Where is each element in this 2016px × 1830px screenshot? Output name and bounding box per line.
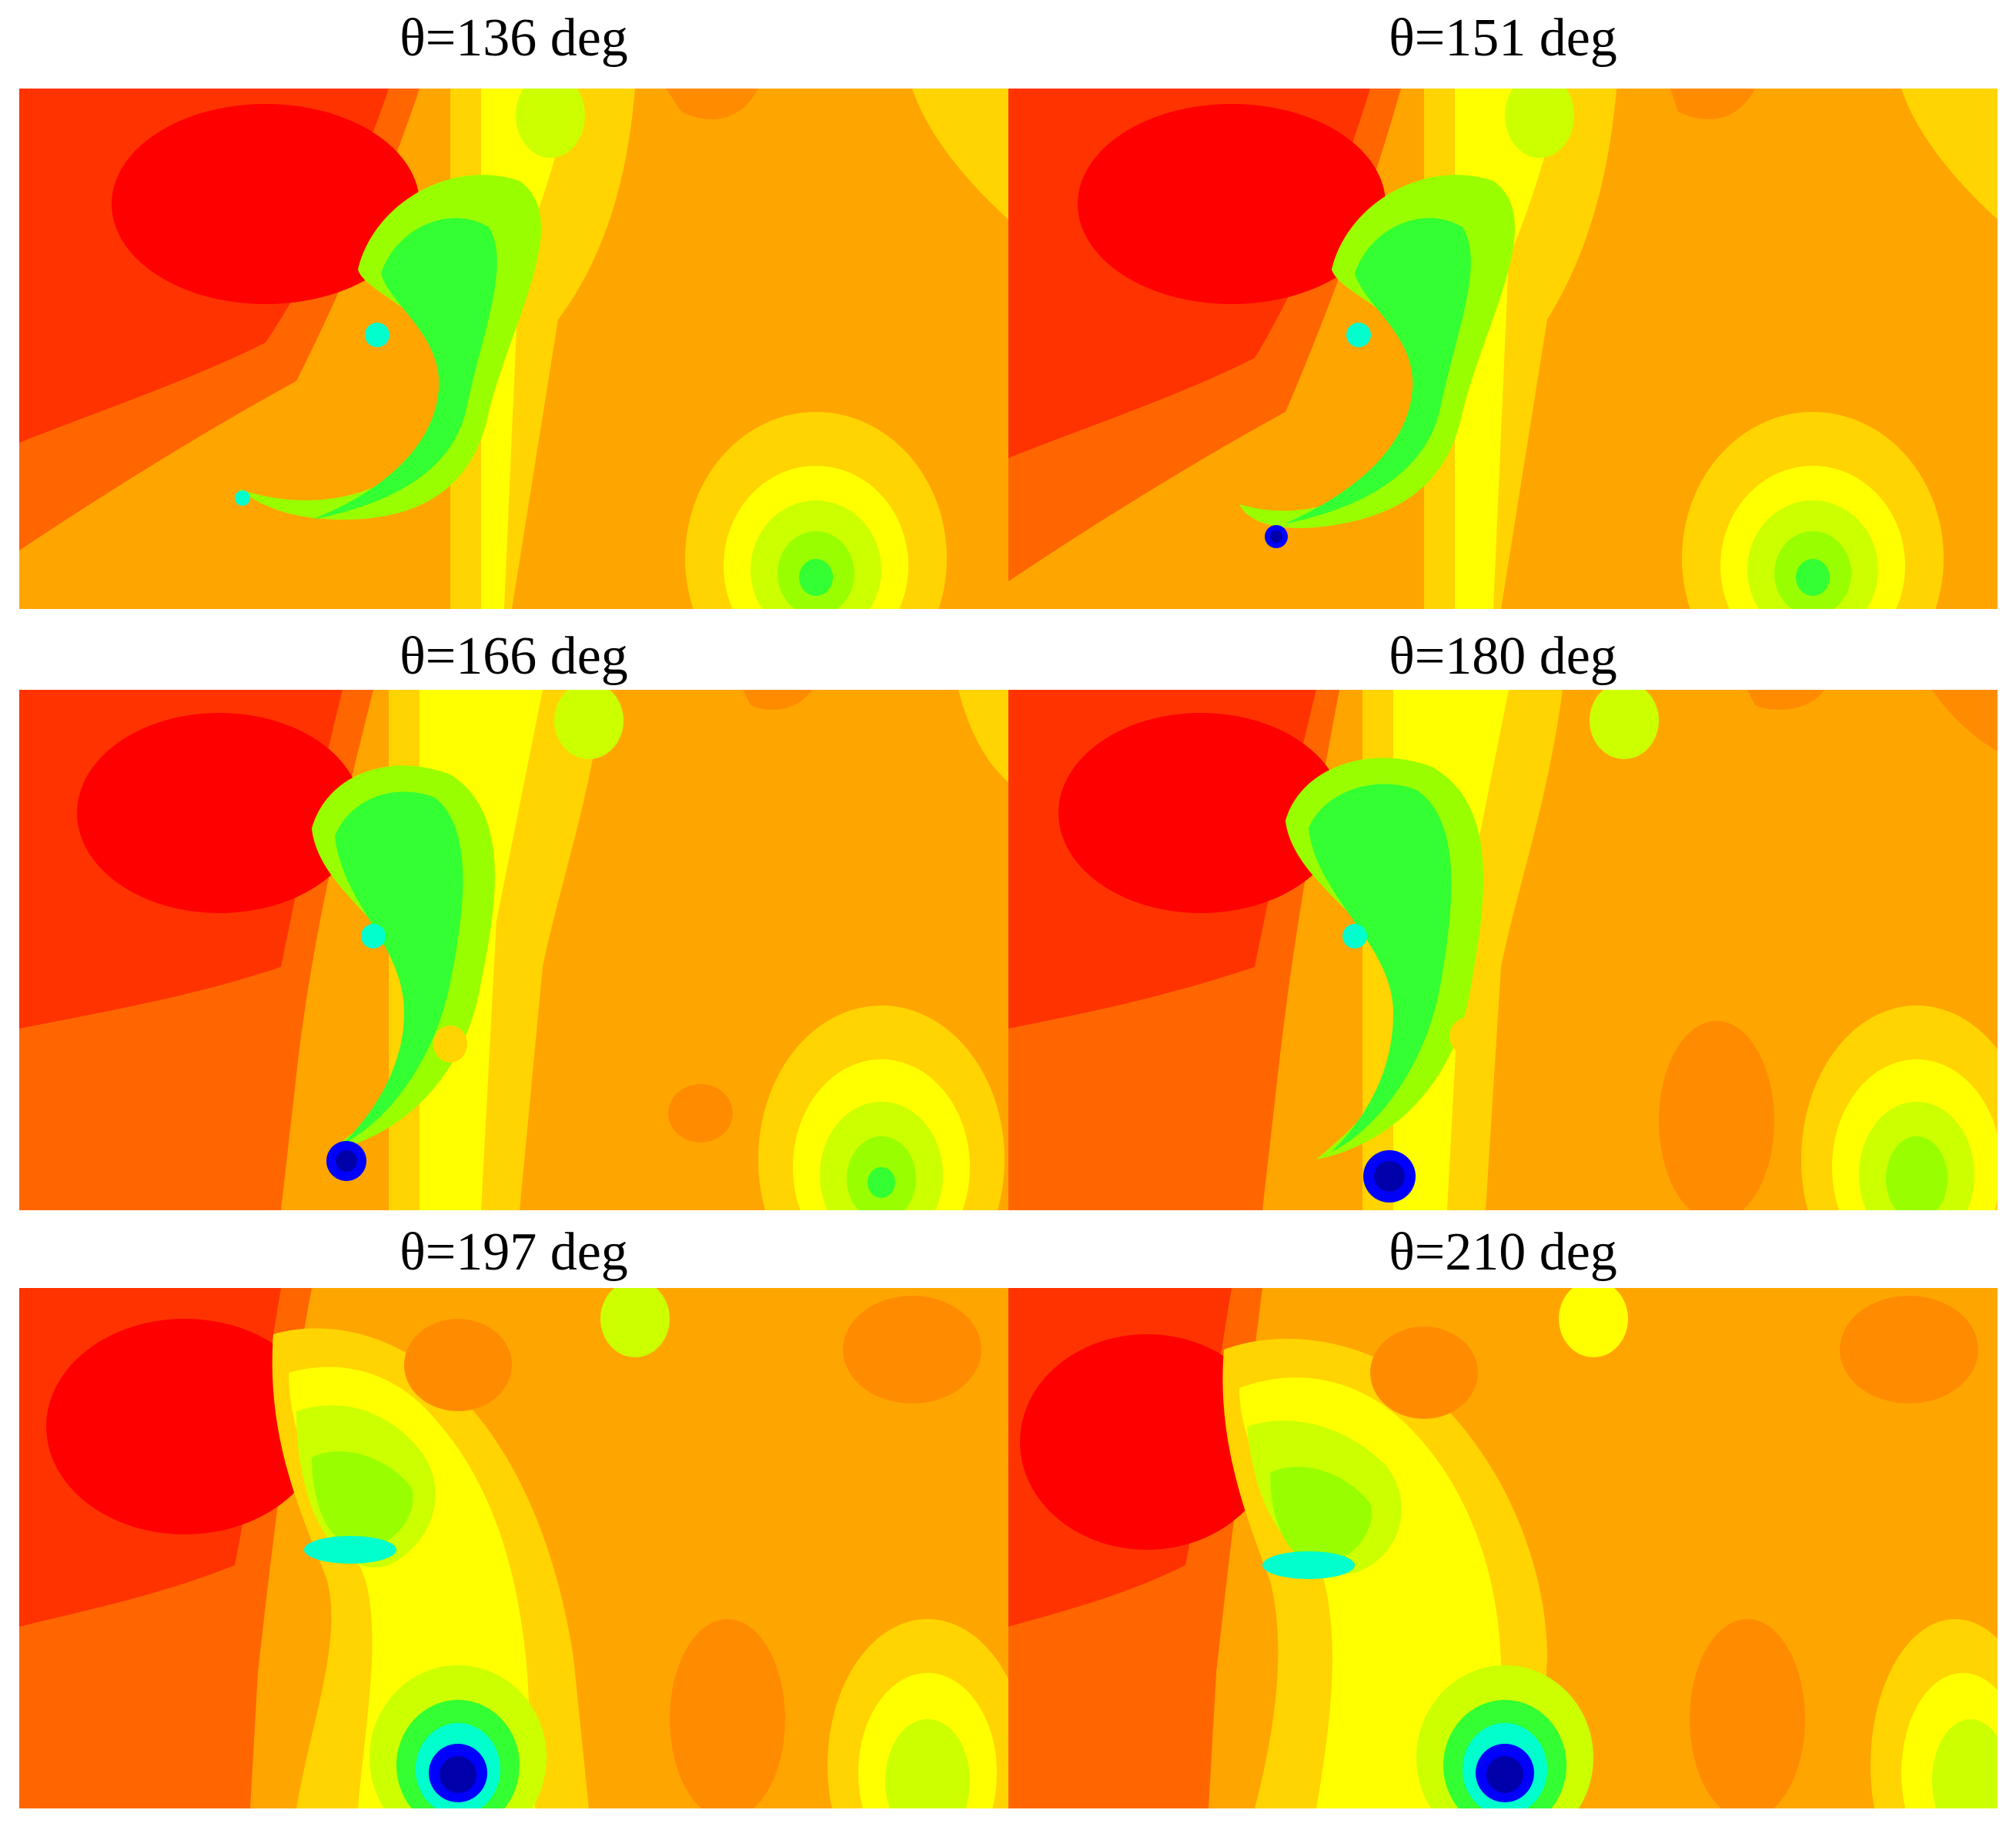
panel-title-6: θ=210 deg bbox=[1389, 1223, 1617, 1282]
contour-panel-6 bbox=[1008, 1288, 1998, 1808]
contour-panel-3 bbox=[19, 690, 1008, 1210]
contour-panel-1 bbox=[19, 89, 1008, 609]
contour-panel-5 bbox=[19, 1288, 1008, 1808]
contour-panel-2 bbox=[1008, 89, 1998, 609]
panel-title-3: θ=166 deg bbox=[400, 627, 628, 686]
panel-title-1: θ=136 deg bbox=[400, 8, 628, 68]
panel-title-4: θ=180 deg bbox=[1389, 627, 1617, 686]
panel-title-2: θ=151 deg bbox=[1389, 8, 1617, 68]
contour-panel-4 bbox=[1008, 690, 1998, 1210]
panel-title-5: θ=197 deg bbox=[400, 1223, 628, 1282]
